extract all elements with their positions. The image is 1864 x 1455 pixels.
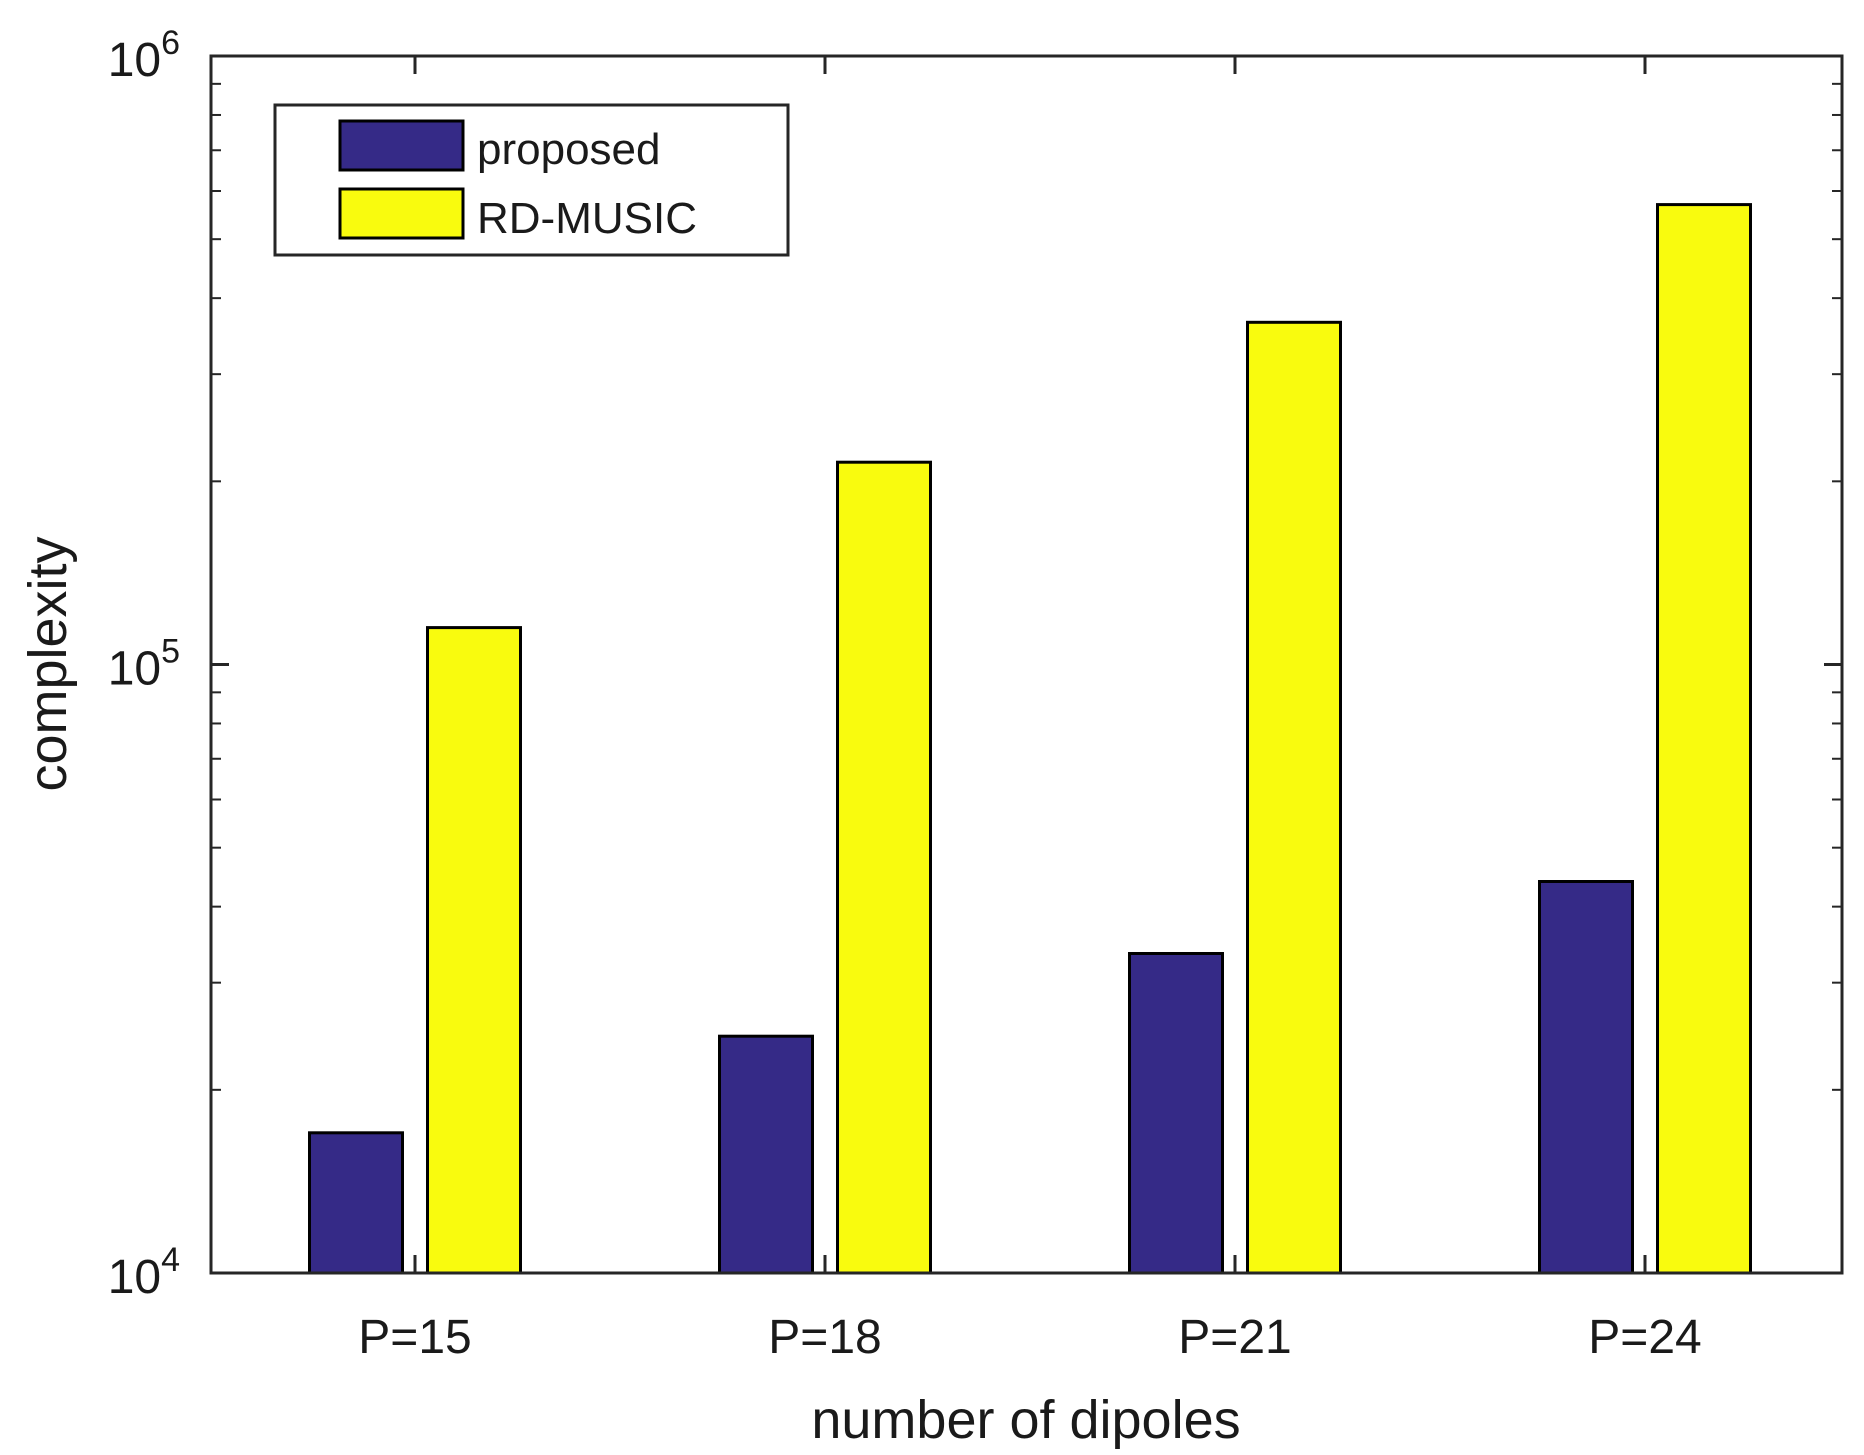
y-tick-label-base: 10 — [108, 643, 161, 696]
bar-proposed-p18 — [718, 1034, 814, 1275]
y-tick-label: 106 — [108, 24, 180, 87]
y-tick-label-base: 10 — [108, 1251, 161, 1304]
bar-rd-music-p18 — [836, 460, 932, 1275]
x-tick-label: P=15 — [358, 1311, 471, 1364]
plot-frame — [209, 54, 1844, 1275]
y-tick-label: 105 — [108, 633, 180, 696]
bars-layer — [308, 203, 1752, 1275]
bar-proposed-p15 — [308, 1131, 404, 1275]
x-tick-label: P=24 — [1588, 1311, 1701, 1364]
bar-rd-music-p21 — [1246, 320, 1342, 1275]
y-tick-label-base: 10 — [108, 34, 161, 87]
y-tick-label-exponent: 4 — [161, 1241, 180, 1279]
bar-proposed-p21 — [1128, 952, 1224, 1275]
legend: proposed RD-MUSIC — [273, 103, 790, 257]
x-tick-labels: P=15 P=18 P=21 P=24 — [358, 1311, 1701, 1364]
y-axis-label: complexity — [18, 536, 78, 791]
x-tick-label: P=18 — [768, 1311, 881, 1364]
bar-rd-music-p24 — [1656, 203, 1752, 1275]
y-tick-label-exponent: 6 — [161, 24, 180, 62]
bar-rd-music-p15 — [426, 626, 522, 1275]
y-tick-label-exponent: 5 — [161, 633, 180, 671]
bar-proposed-p24 — [1538, 880, 1634, 1275]
legend-swatch-rd-music — [338, 187, 465, 240]
x-axis-label: number of dipoles — [811, 1390, 1240, 1450]
legend-swatch-proposed — [338, 119, 465, 172]
x-tick-label: P=21 — [1178, 1311, 1291, 1364]
legend-label-rd-music: RD-MUSIC — [477, 194, 697, 243]
y-tick-label: 104 — [108, 1241, 180, 1304]
legend-label-proposed: proposed — [477, 125, 660, 174]
